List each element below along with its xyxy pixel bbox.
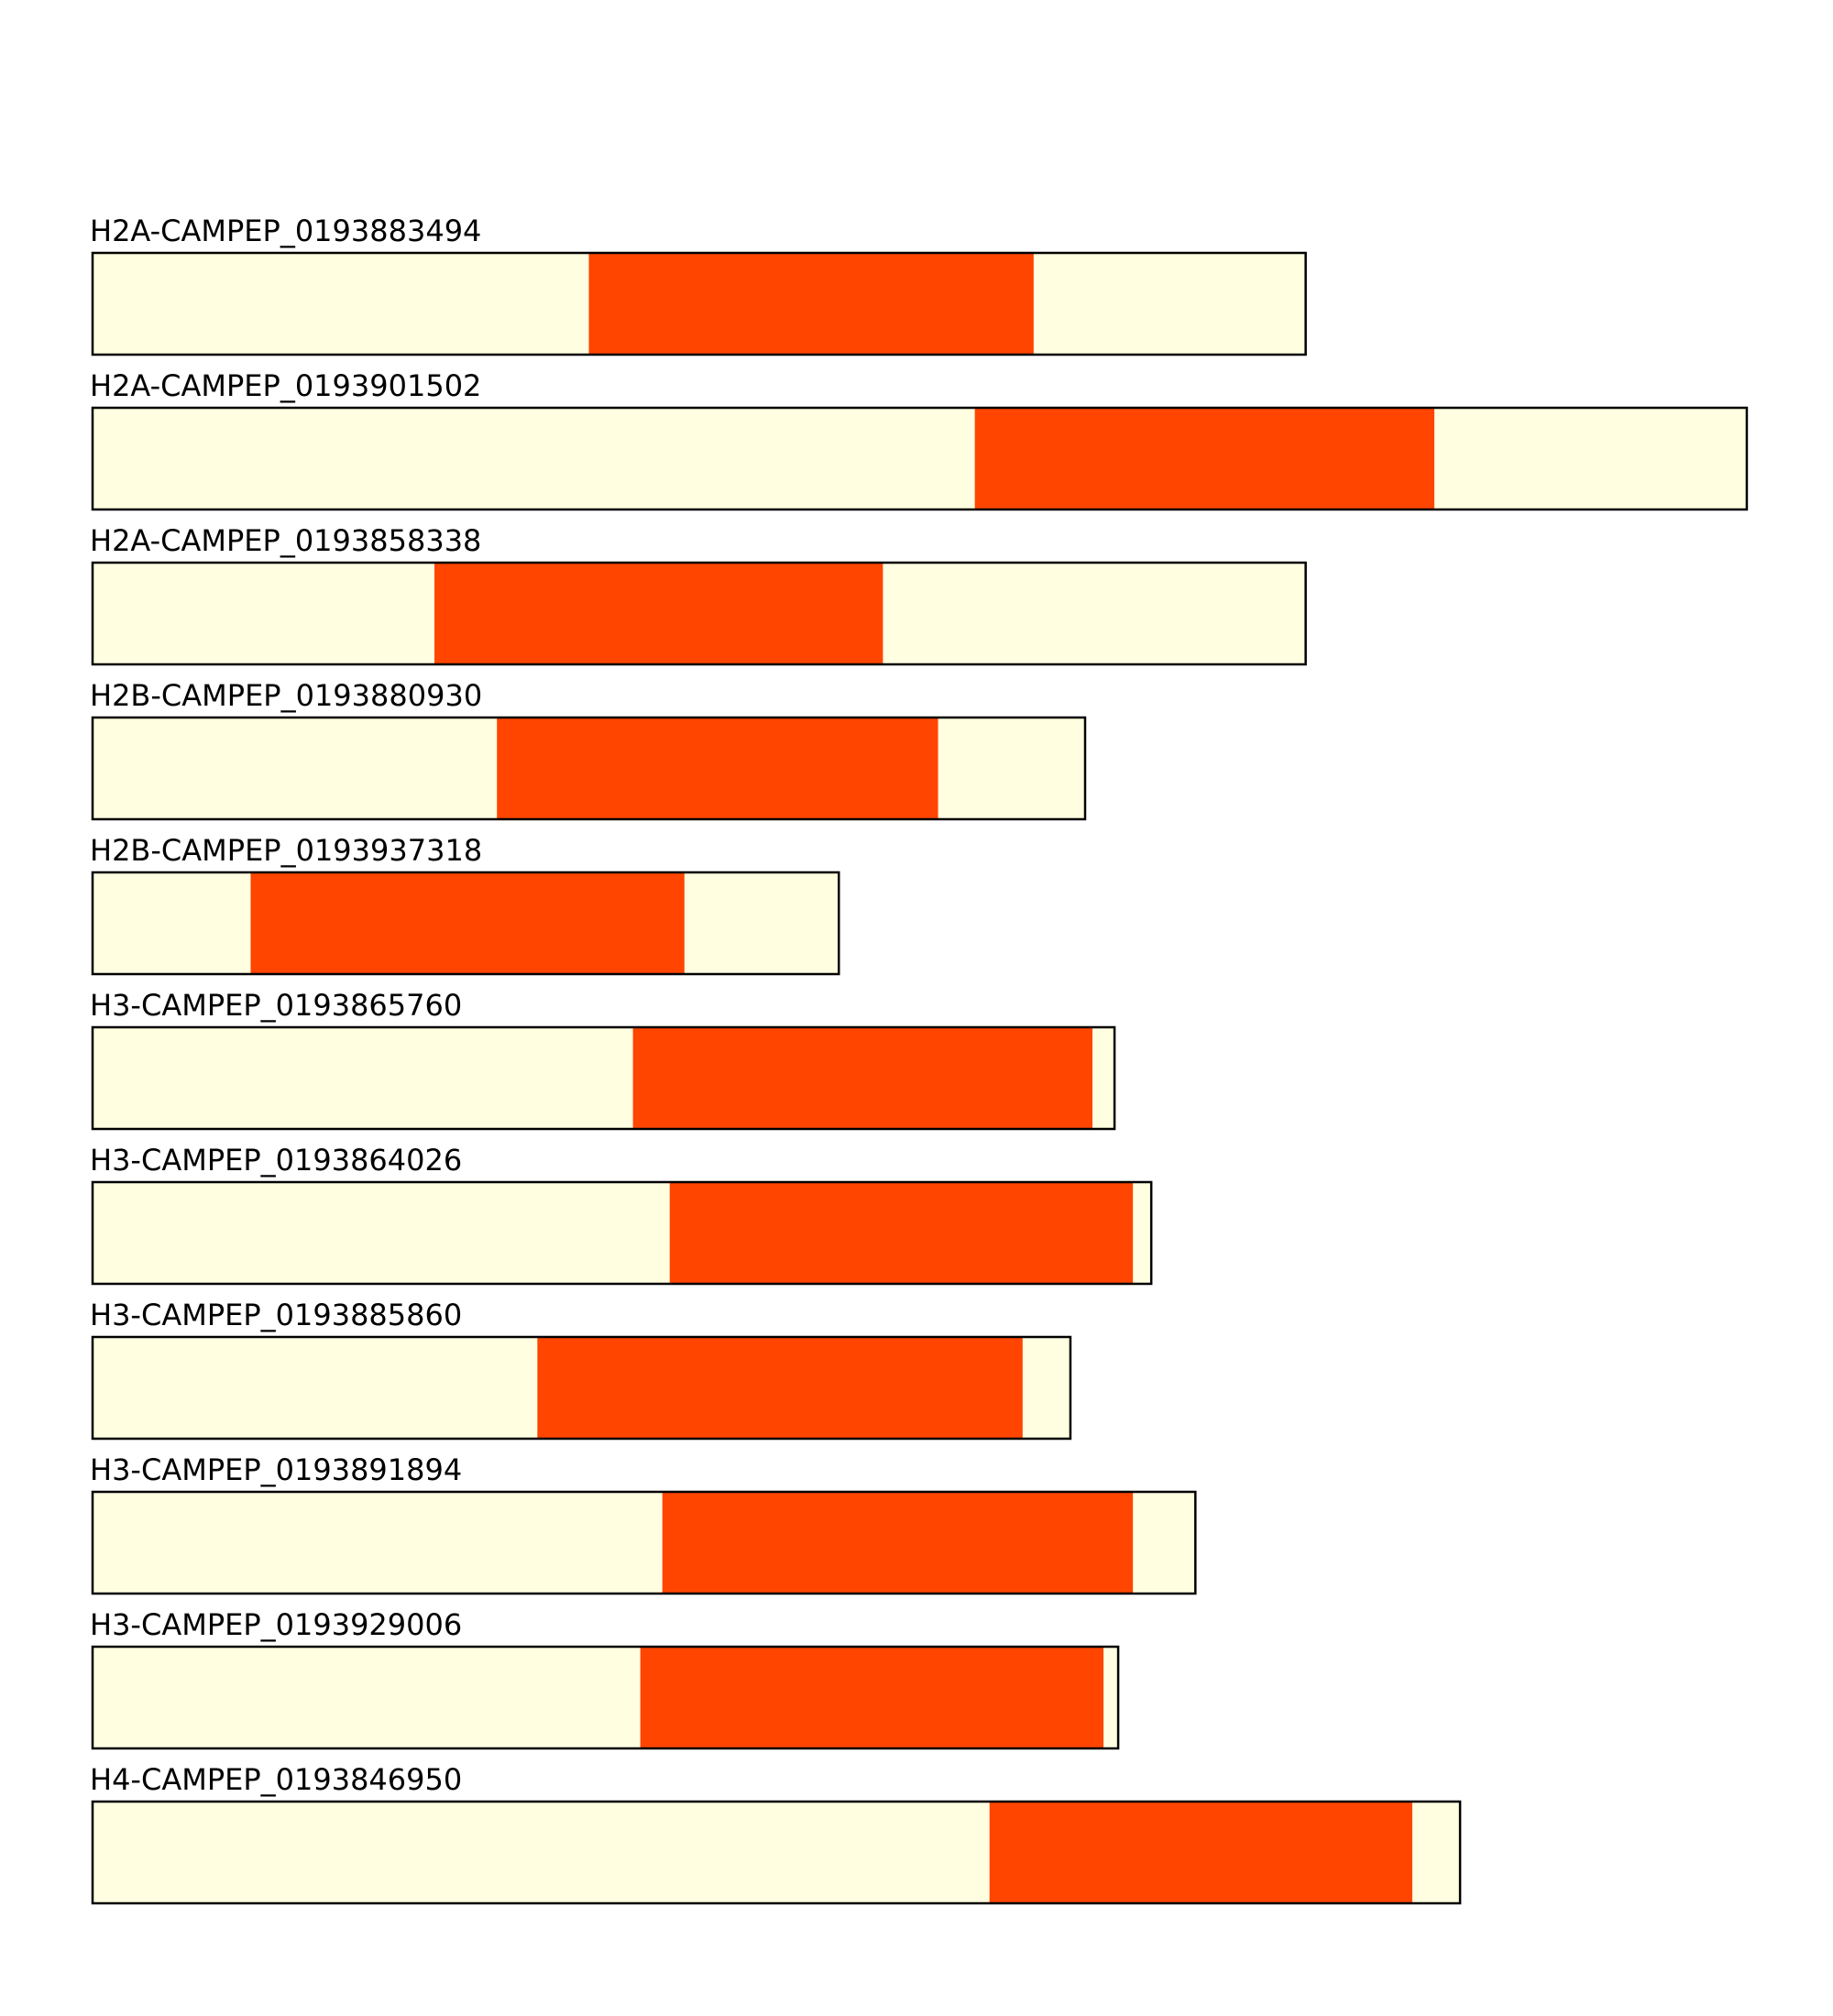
bar-row: H3-CAMPEP_0193864026: [90, 1143, 1153, 1286]
bar-label: H3-CAMPEP_0193864026: [90, 1143, 462, 1178]
bar-label: H4-CAMPEP_0193846950: [90, 1762, 462, 1797]
bar-row: H3-CAMPEP_0193891894: [90, 1452, 1197, 1595]
bar-label: H3-CAMPEP_0193885860: [90, 1298, 462, 1332]
bar-label: H2A-CAMPEP_0193901502: [90, 368, 481, 403]
bar-row: H4-CAMPEP_0193846950: [90, 1762, 1462, 1905]
bar-row: H2A-CAMPEP_0193883494: [90, 214, 1307, 356]
bar-domain-segment: [669, 1182, 1134, 1284]
bar-domain-segment: [537, 1337, 1023, 1439]
bar-domain-segment: [662, 1492, 1134, 1594]
bar-outline: [91, 561, 1307, 666]
bar-outline: [91, 1335, 1072, 1441]
bar-outline: [91, 251, 1307, 356]
bar-label: H2A-CAMPEP_0193883494: [90, 214, 481, 248]
bar-row: H3-CAMPEP_0193865760: [90, 988, 1116, 1131]
bar-outline: [91, 1645, 1120, 1750]
bar-domain-segment: [434, 563, 884, 664]
bar-label: H2B-CAMPEP_0193880930: [90, 678, 482, 713]
bar-label: H3-CAMPEP_0193865760: [90, 988, 462, 1023]
bar-outline: [91, 1180, 1153, 1286]
bar-domain-segment: [632, 1027, 1092, 1129]
bar-domain-segment: [588, 253, 1034, 355]
bar-domain-segment: [250, 872, 685, 974]
bar-background-segment: [93, 408, 1747, 509]
bar-domain-segment: [497, 718, 938, 819]
bar-row: H3-CAMPEP_0193929006: [90, 1607, 1120, 1750]
bar-domain-segment: [974, 408, 1435, 509]
bar-domain-segment: [989, 1802, 1412, 1903]
bar-row: H2B-CAMPEP_0193880930: [90, 678, 1087, 821]
bar-label: H2B-CAMPEP_0193937318: [90, 833, 482, 868]
bar-row: H3-CAMPEP_0193885860: [90, 1298, 1072, 1441]
bar-label: H3-CAMPEP_0193929006: [90, 1607, 462, 1642]
bar-row: H2A-CAMPEP_0193858338: [90, 523, 1307, 666]
bar-outline: [91, 1025, 1116, 1131]
bar-domain-segment: [640, 1647, 1104, 1748]
bar-outline: [91, 1490, 1197, 1595]
bar-outline: [91, 716, 1087, 821]
bar-label: H3-CAMPEP_0193891894: [90, 1452, 462, 1487]
bar-outline: [91, 1800, 1462, 1905]
bar-row: H2A-CAMPEP_0193901502: [90, 368, 1749, 511]
bar-label: H2A-CAMPEP_0193858338: [90, 523, 481, 558]
bar-outline: [91, 406, 1749, 511]
bar-row: H2B-CAMPEP_0193937318: [90, 833, 840, 976]
bar-outline: [91, 871, 840, 976]
